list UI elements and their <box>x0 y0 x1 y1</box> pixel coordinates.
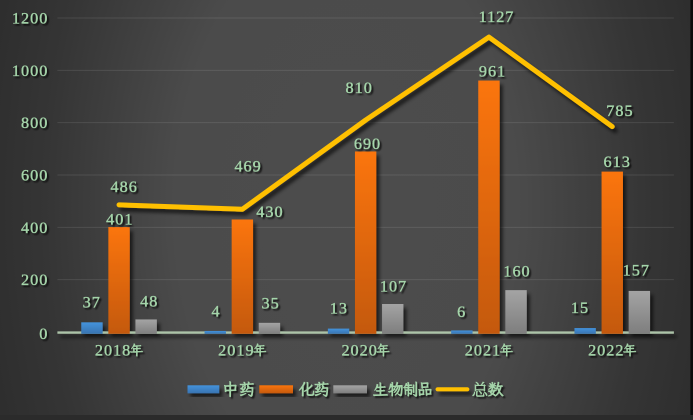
svg-text:2021: 2021 <box>465 342 501 360</box>
svg-text:200: 200 <box>21 271 48 289</box>
svg-text:430: 430 <box>256 203 283 221</box>
svg-text:961: 961 <box>479 63 506 81</box>
svg-text:690: 690 <box>354 135 381 153</box>
svg-text:15: 15 <box>571 299 589 317</box>
svg-text:157: 157 <box>623 262 650 280</box>
svg-text:400: 400 <box>21 219 48 237</box>
svg-text:785: 785 <box>606 102 633 120</box>
svg-text:0: 0 <box>39 325 48 343</box>
svg-text:1127: 1127 <box>479 8 515 26</box>
svg-text:2018: 2018 <box>95 342 131 360</box>
svg-text:486: 486 <box>111 178 138 196</box>
svg-text:13: 13 <box>330 300 348 318</box>
svg-text:1200: 1200 <box>12 10 48 28</box>
svg-text:800: 800 <box>21 114 48 132</box>
svg-text:2022: 2022 <box>588 342 624 360</box>
svg-text:107: 107 <box>380 278 407 296</box>
svg-text:35: 35 <box>262 294 280 312</box>
svg-text:401: 401 <box>106 211 133 229</box>
svg-text:1000: 1000 <box>12 62 48 80</box>
svg-text:160: 160 <box>503 263 530 281</box>
svg-text:4: 4 <box>211 302 220 320</box>
svg-text:37: 37 <box>83 294 101 312</box>
svg-text:6: 6 <box>457 303 466 321</box>
svg-text:613: 613 <box>604 153 631 171</box>
svg-text:469: 469 <box>234 158 261 176</box>
svg-text:48: 48 <box>140 293 158 311</box>
svg-text:810: 810 <box>346 79 373 97</box>
svg-text:2019: 2019 <box>218 342 254 360</box>
svg-text:600: 600 <box>21 167 48 185</box>
svg-text:2020: 2020 <box>341 342 377 360</box>
